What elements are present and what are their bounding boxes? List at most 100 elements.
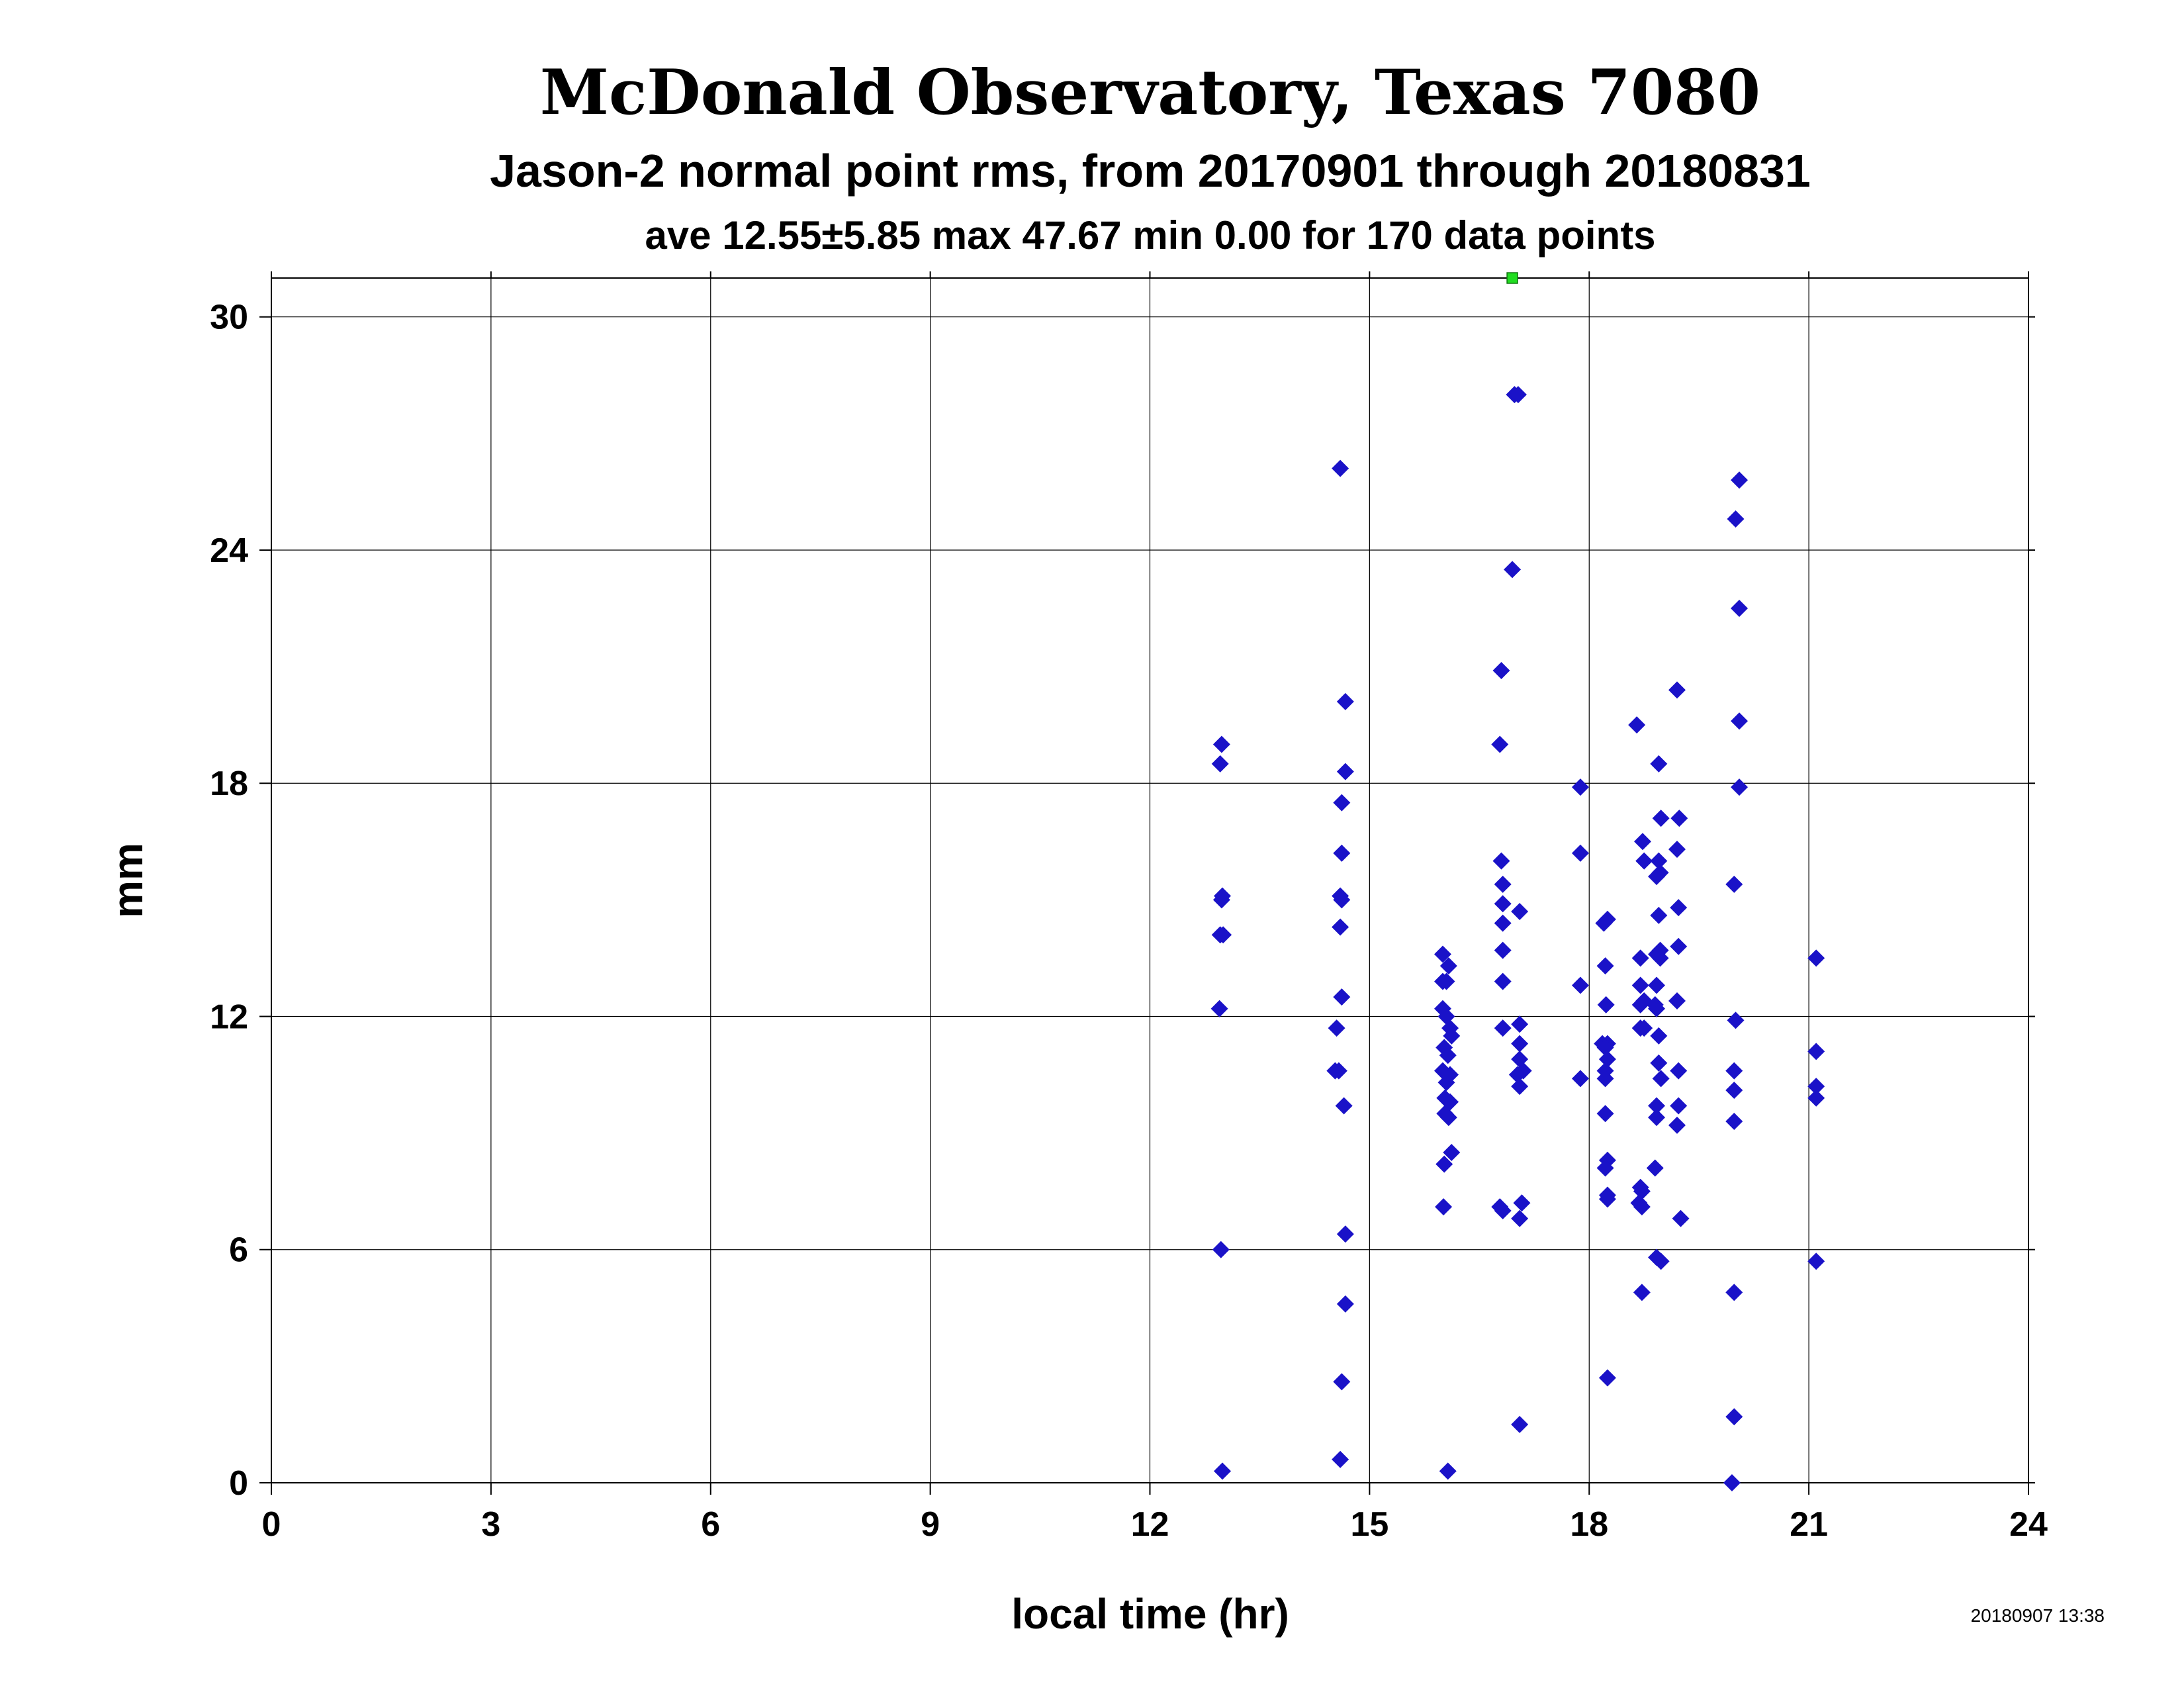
x-tick-label: 21 bbox=[1790, 1505, 1828, 1544]
data-point bbox=[1330, 1062, 1347, 1080]
data-point bbox=[1333, 794, 1351, 812]
data-point bbox=[1332, 918, 1349, 936]
data-point bbox=[1725, 1113, 1743, 1130]
data-point bbox=[1439, 1462, 1457, 1480]
data-point bbox=[1668, 841, 1686, 859]
data-point bbox=[1439, 957, 1457, 975]
data-point bbox=[1807, 949, 1825, 967]
data-point bbox=[1511, 1415, 1529, 1433]
data-point bbox=[1598, 1190, 1616, 1208]
data-point bbox=[1633, 1182, 1651, 1200]
x-tick-label: 3 bbox=[481, 1505, 500, 1544]
data-point bbox=[1670, 937, 1688, 955]
data-point bbox=[1511, 1035, 1529, 1053]
y-tick-label: 6 bbox=[229, 1231, 248, 1270]
data-point bbox=[1439, 1047, 1457, 1064]
data-point bbox=[1731, 471, 1749, 489]
y-tick-label: 24 bbox=[210, 532, 248, 570]
data-point bbox=[1727, 510, 1745, 528]
data-points bbox=[1210, 272, 1825, 1491]
data-point bbox=[1631, 976, 1649, 994]
data-point bbox=[1435, 1198, 1453, 1216]
data-point bbox=[1597, 996, 1615, 1013]
data-point bbox=[1668, 992, 1686, 1009]
x-axis-label: local time (hr) bbox=[1011, 1590, 1289, 1638]
data-point bbox=[1511, 1209, 1529, 1227]
x-tick-label: 12 bbox=[1131, 1505, 1169, 1544]
data-point bbox=[1651, 949, 1669, 967]
data-point bbox=[1596, 1159, 1614, 1177]
data-point bbox=[1596, 1070, 1614, 1088]
data-point bbox=[1670, 899, 1688, 917]
data-point bbox=[1652, 1070, 1670, 1088]
data-point bbox=[1571, 976, 1589, 994]
data-point bbox=[1336, 1295, 1354, 1313]
data-point bbox=[1727, 1011, 1745, 1029]
x-tick-label: 24 bbox=[2009, 1505, 2048, 1544]
data-point bbox=[1492, 852, 1510, 870]
chart-summary: ave 12.55±5.85 max 47.67 min 0.00 for 17… bbox=[645, 213, 1655, 258]
chart-title: McDonald Observatory, Texas 7080 bbox=[540, 56, 1760, 129]
data-point bbox=[1650, 1027, 1668, 1045]
data-point bbox=[1633, 1284, 1651, 1301]
data-point bbox=[1504, 561, 1522, 579]
data-point bbox=[1596, 1039, 1614, 1056]
data-point bbox=[1212, 735, 1230, 753]
y-axis-label: mm bbox=[104, 843, 152, 918]
data-point bbox=[1511, 1078, 1529, 1096]
timestamp: 20180907 13:38 bbox=[1971, 1605, 2105, 1626]
x-tick-label: 6 bbox=[701, 1505, 720, 1544]
data-point bbox=[1646, 996, 1664, 1013]
data-point bbox=[1333, 844, 1351, 862]
data-point bbox=[1336, 692, 1354, 710]
data-point bbox=[1596, 957, 1614, 975]
data-point bbox=[1494, 914, 1512, 932]
data-point bbox=[1725, 1408, 1743, 1426]
x-tick-label: 18 bbox=[1570, 1505, 1608, 1544]
data-point bbox=[1725, 875, 1743, 893]
data-point bbox=[1511, 902, 1529, 920]
data-point bbox=[1596, 1105, 1614, 1123]
data-point bbox=[1650, 755, 1668, 773]
data-point bbox=[1571, 1070, 1589, 1088]
data-point bbox=[1731, 778, 1749, 796]
data-point bbox=[1650, 906, 1668, 924]
data-point bbox=[1328, 1019, 1345, 1037]
y-tick-label: 30 bbox=[210, 299, 248, 337]
data-point bbox=[1336, 763, 1354, 780]
y-tick-label: 0 bbox=[229, 1464, 248, 1503]
grid-layer bbox=[271, 278, 2028, 1483]
data-point bbox=[1650, 1054, 1668, 1072]
data-point bbox=[1332, 459, 1349, 477]
data-point bbox=[1443, 1027, 1461, 1045]
data-point bbox=[1670, 1062, 1688, 1080]
y-axis-ticks: 0 6 12 18 24 30 bbox=[210, 299, 2035, 1503]
data-point bbox=[1509, 386, 1527, 404]
data-point bbox=[1725, 1284, 1743, 1301]
data-point bbox=[1646, 1159, 1664, 1177]
data-point bbox=[1648, 1097, 1666, 1115]
data-point bbox=[1652, 1252, 1670, 1270]
x-tick-label: 9 bbox=[921, 1505, 940, 1544]
data-point bbox=[1723, 1474, 1741, 1491]
data-point bbox=[1631, 949, 1649, 967]
data-point bbox=[1210, 1000, 1228, 1017]
data-point bbox=[1494, 1202, 1512, 1220]
data-point bbox=[1628, 716, 1646, 734]
data-point bbox=[1434, 945, 1451, 963]
data-point bbox=[1437, 1074, 1455, 1092]
data-point bbox=[1333, 1373, 1351, 1391]
x-tick-label: 0 bbox=[262, 1505, 281, 1544]
data-point bbox=[1494, 941, 1512, 959]
y-tick-label: 18 bbox=[210, 765, 248, 803]
data-point bbox=[1212, 1241, 1230, 1258]
data-point bbox=[1807, 1078, 1825, 1096]
data-point bbox=[1598, 1369, 1616, 1387]
data-point bbox=[1672, 1209, 1690, 1227]
data-point bbox=[1214, 926, 1232, 944]
data-point bbox=[1494, 875, 1512, 893]
x-axis-ticks: 0 3 6 9 12 15 18 21 24 bbox=[262, 271, 2048, 1544]
x-tick-label: 15 bbox=[1350, 1505, 1388, 1544]
data-point bbox=[1598, 910, 1616, 928]
